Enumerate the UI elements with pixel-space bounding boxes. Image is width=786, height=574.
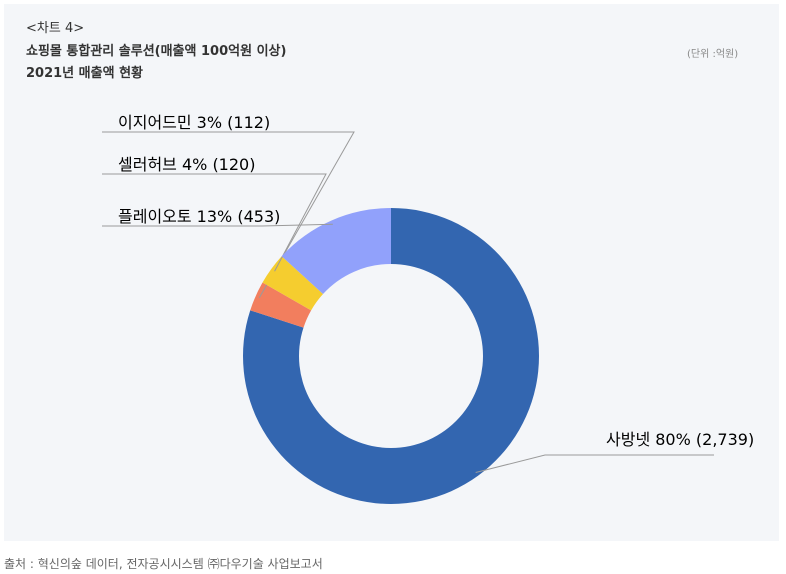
chart-title: 쇼핑몰 통합관리 솔루션(매출액 100억원 이상) [26,44,287,59]
slice-label-1: 사방넷 80% (2,739) [606,430,754,449]
source-note: 출처 : 혁신의숲 데이터, 전자공시시스템 ㈜다우기술 사업보고서 [4,557,323,571]
slice-label-2: 이지어드민 3% (112) [118,113,270,132]
leader-line-4 [102,223,333,227]
donut-slice-3 [262,256,324,311]
donut-slice-2 [250,282,312,328]
chart-subtitle: 2021년 매출액 현황 [26,66,143,81]
slice-label-4: 플레이오토 13% (453) [118,207,280,226]
leader-line-3 [102,173,327,272]
slice-label-3: 셀러허브 4% (120) [118,155,255,174]
donut-slice-4 [281,208,391,294]
leader-line-1 [475,454,714,473]
unit-label: (단위 :억원) [687,49,739,60]
donut-slice-1 [243,208,540,505]
leader-line-2 [102,131,355,298]
chart-tag: <차트 4> [26,21,85,36]
